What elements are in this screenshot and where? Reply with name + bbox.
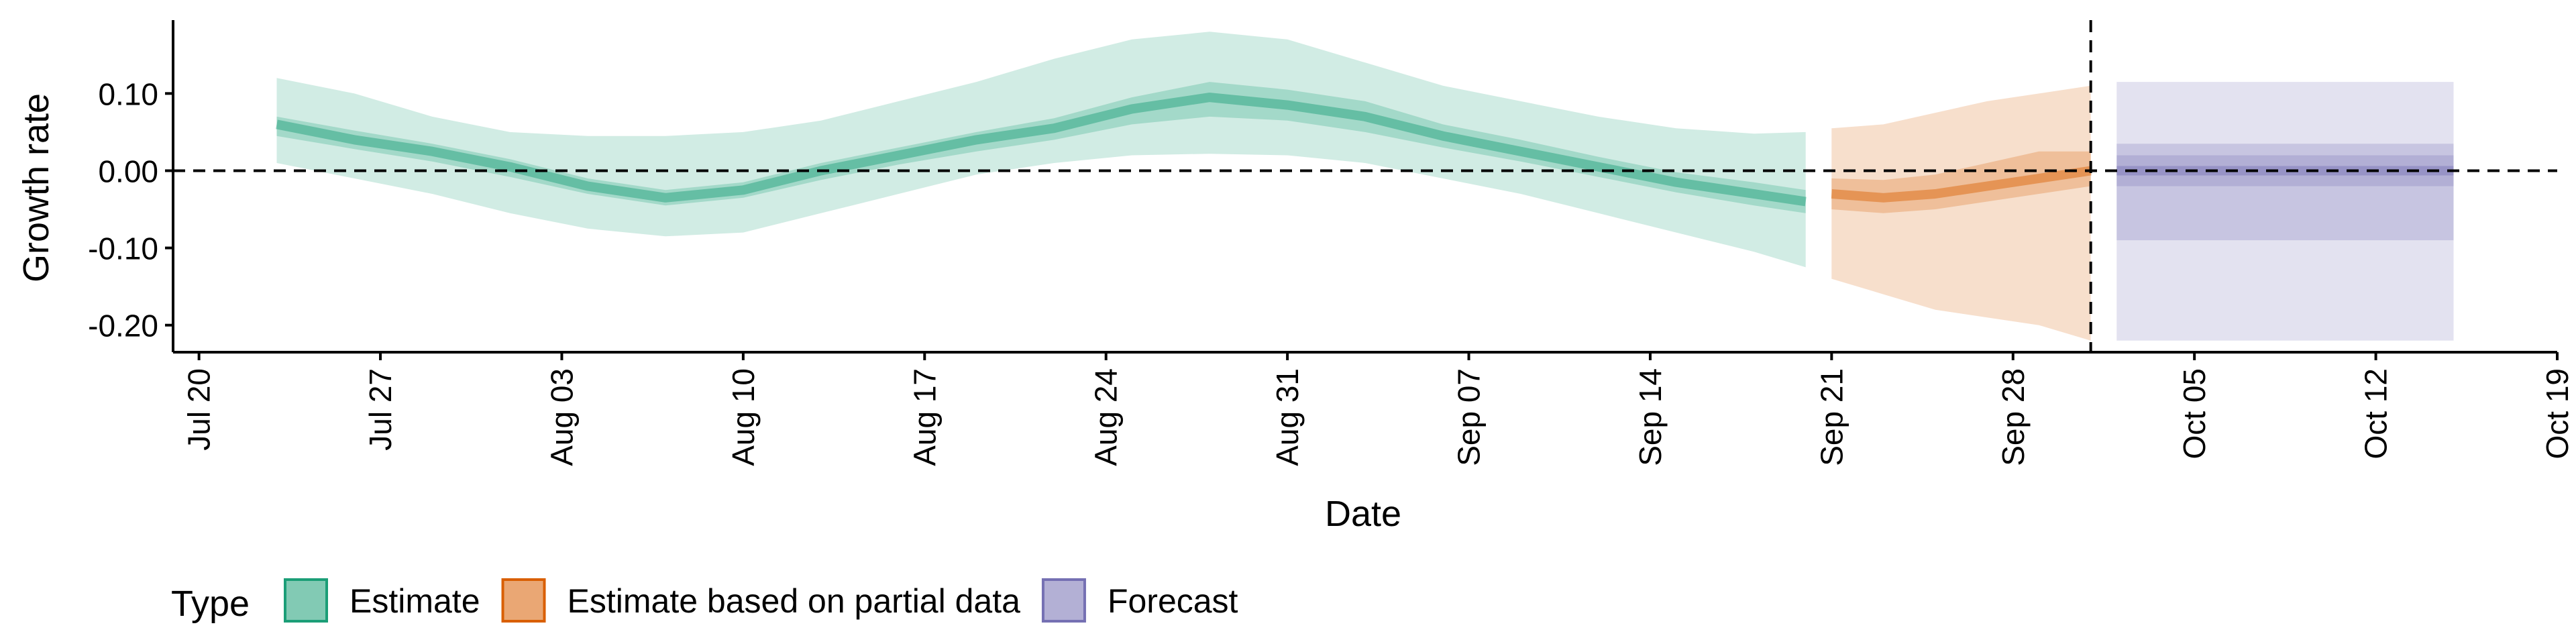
x-tick-label: Aug 10: [726, 368, 761, 466]
series-1-outer-band: [276, 32, 1806, 268]
x-tick-label: Sep 28: [1996, 368, 2031, 466]
series-1: [276, 32, 1807, 268]
x-tick-label: Aug 31: [1270, 368, 1305, 466]
series-3-inner-band: [2116, 155, 2454, 186]
legend: Type Estimate Estimate based on partial d…: [171, 578, 1238, 624]
x-tick-label: Oct 19: [2540, 368, 2575, 460]
axes: 0.10 0.00 -0.10 -0.20 Jul 20 Jul 27 Aug 03 Aug …: [88, 20, 2575, 466]
series-3-outer-band: [2116, 82, 2454, 341]
y-axis-title: Growth rate: [16, 93, 56, 282]
series-3-mid-band: [2116, 144, 2454, 241]
series-2-outer-band: [1831, 85, 2091, 341]
legend-swatch-2: [501, 578, 546, 623]
series-2-inner-band: [1831, 151, 2091, 213]
series-bands: [276, 32, 2454, 341]
y-tick-label: -0.20: [88, 309, 158, 343]
x-tick-label: Aug 03: [545, 368, 580, 466]
x-tick-label: Jul 20: [182, 368, 217, 451]
x-tick-label: Oct 12: [2359, 368, 2394, 460]
x-tick-label: Sep 14: [1633, 368, 1668, 466]
series-2: [1831, 85, 2092, 341]
x-tick-label: Jul 27: [363, 368, 398, 451]
legend-label-3: Forecast: [1108, 582, 1238, 620]
legend-swatch-1: [284, 578, 328, 623]
x-axis-title: Date: [1325, 494, 1401, 534]
legend-title: Type: [171, 584, 250, 624]
legend-swatch-3: [1041, 578, 1086, 623]
series-1-inner-band: [276, 82, 1806, 213]
x-tick-label: Oct 05: [2177, 368, 2212, 460]
y-tick-label: 0.10: [98, 76, 158, 111]
reference-lines: [173, 20, 2557, 352]
x-tick-label: Aug 17: [907, 368, 942, 466]
x-tick-label: Sep 07: [1452, 368, 1487, 466]
series-3: [2116, 82, 2454, 341]
legend-label-1: Estimate: [350, 582, 480, 620]
x-tick-label: Aug 24: [1089, 368, 1124, 466]
y-tick-label: -0.10: [88, 231, 158, 266]
series-2-median-line: [1831, 166, 2092, 203]
series-1-median-line: [276, 93, 1807, 207]
x-tick-label: Sep 21: [1814, 368, 1849, 466]
y-tick-label: 0.00: [98, 154, 158, 189]
legend-label-2: Estimate based on partial data: [568, 582, 1021, 620]
